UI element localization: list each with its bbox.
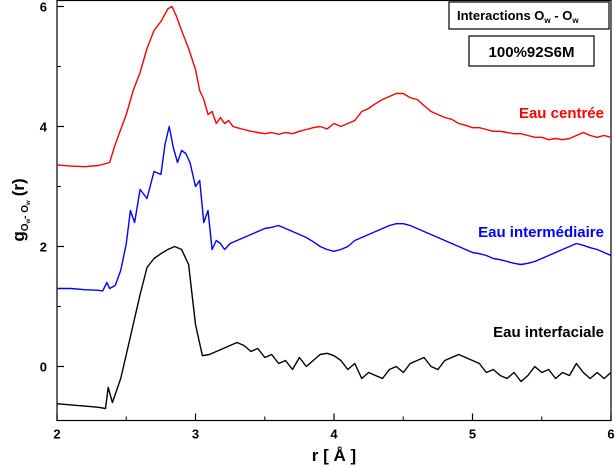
x-tick-label-2: 4 [330, 427, 338, 442]
y-axis-title-subsub2: w [26, 200, 32, 206]
series-label-eau-intermediaire: Eau intermédiaire [478, 224, 604, 241]
title-text: Interactions Ow - Ow [457, 8, 579, 25]
title-box-frame [448, 1, 610, 30]
tick-layer: 2 3 4 5 6 0 2 4 6 [40, 0, 615, 442]
title-sub2: w [571, 16, 579, 25]
x-axis-title: r [ Å ] [312, 446, 356, 465]
y-tick-label-0: 0 [40, 360, 47, 375]
title-sub1: w [543, 16, 551, 25]
title-main: Interactions O [457, 8, 544, 23]
y-axis-title: gOw- Ow (r) [9, 178, 32, 241]
x-tick-label-4: 6 [607, 427, 614, 442]
y-tick-label-1: 2 [40, 240, 47, 255]
y-axis-title-sep: - O [20, 205, 31, 219]
y-tick-label-2: 4 [40, 120, 48, 135]
series-line-2 [56, 245, 612, 410]
subtitle-box-frame [468, 35, 595, 67]
subtitle-text: 100%92S6M [489, 44, 575, 61]
series-label-eau-interfaciale: Eau interfaciale [493, 324, 604, 341]
x-tick-label-1: 3 [192, 427, 199, 442]
y-tick-label-3: 6 [40, 0, 47, 15]
x-tick-label-0: 2 [53, 427, 60, 442]
series-label-eau-centree: Eau centrée [519, 105, 604, 122]
title-sep: - O [551, 8, 573, 23]
series-layer [56, 5, 612, 410]
title-box: Interactions Ow - Ow [448, 1, 610, 30]
y-axis-title-tail: (r) [9, 178, 28, 196]
subtitle-box: 100%92S6M [468, 35, 595, 67]
y-axis-title-sub1: O [20, 223, 31, 231]
series-line-0 [56, 5, 612, 168]
y-axis-title-main: g [9, 231, 28, 241]
x-tick-label-3: 5 [469, 427, 476, 442]
series-line-1 [57, 125, 612, 292]
y-axis-title-subsub1: w [26, 219, 32, 225]
